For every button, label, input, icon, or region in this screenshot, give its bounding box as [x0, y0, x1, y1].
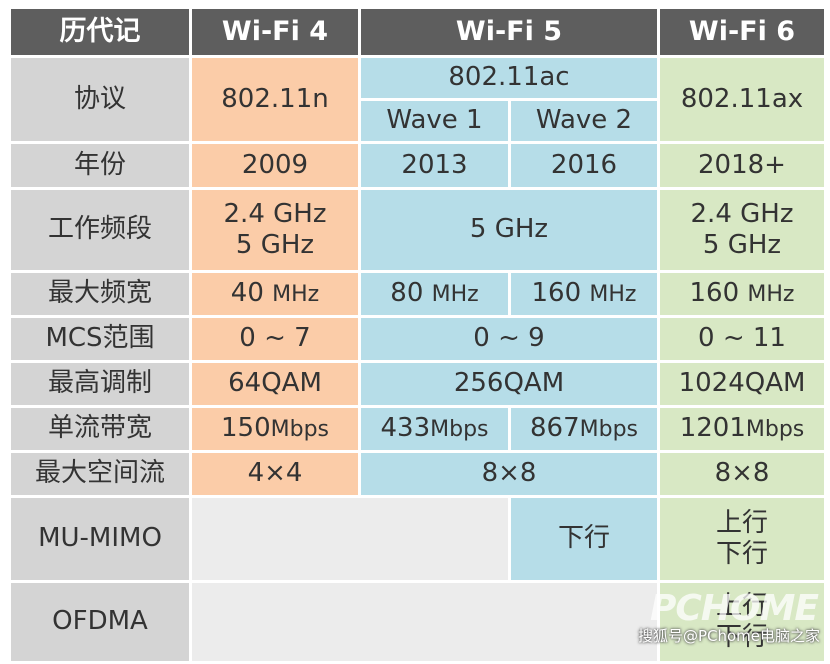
mumimo-empty: [192, 498, 508, 580]
mumimo-wifi6-down: 下行: [715, 539, 768, 569]
bandwidth-unit: MHz: [747, 282, 795, 308]
band-label: 工作频段: [11, 190, 189, 270]
bandwidth-wave2: 160 MHz: [511, 273, 657, 315]
stream-rate-wifi6-value: 1201: [679, 413, 746, 444]
stream-rate-wave2-value: 867: [529, 413, 580, 444]
stream-rate-wifi4-value: 150: [220, 413, 271, 444]
mcs-wifi4: 0 ~ 7: [192, 318, 358, 360]
band-wifi4: 2.4 GHz 5 GHz: [192, 190, 358, 270]
protocol-wave1: Wave 1: [361, 101, 508, 141]
stream-rate-wave2: 867Mbps: [511, 408, 657, 450]
bandwidth-unit: MHz: [431, 282, 479, 308]
header-generation: 历代记: [11, 9, 189, 55]
bandwidth-wifi4: 40 MHz: [192, 273, 358, 315]
modulation-wifi4: 64QAM: [192, 363, 358, 405]
year-row: 年份 2009 2013 2016 2018+: [11, 144, 824, 187]
spatial-label: 最大空间流: [11, 453, 189, 495]
header-wifi4: Wi-Fi 4: [192, 9, 358, 55]
stream-rate-unit: Mbps: [270, 417, 329, 443]
year-wifi6: 2018+: [660, 144, 824, 187]
mumimo-wave2: 下行: [511, 498, 657, 580]
protocol-wifi5: 802.11ac: [361, 58, 657, 98]
mcs-wifi6: 0 ~ 11: [660, 318, 824, 360]
ofdma-empty: [192, 583, 657, 661]
modulation-wifi5: 256QAM: [361, 363, 657, 405]
modulation-label: 最高调制: [11, 363, 189, 405]
spatial-wifi4: 4×4: [192, 453, 358, 495]
year-wave2: 2016: [511, 144, 657, 187]
bandwidth-unit: MHz: [589, 282, 637, 308]
stream-rate-unit: Mbps: [745, 417, 805, 443]
mumimo-label: MU-MIMO: [11, 498, 189, 580]
band-row: 工作频段 2.4 GHz 5 GHz 5 GHz 2.4 GHz 5 GHz: [11, 190, 824, 270]
band-wifi6-5: 5 GHz: [702, 230, 782, 260]
wifi-comparison-table: 历代记 Wi-Fi 4 Wi-Fi 5 Wi-Fi 6 协议 802.11n 8…: [8, 6, 827, 664]
protocol-wave2: Wave 2: [511, 101, 657, 141]
bandwidth-unit: MHz: [272, 282, 320, 308]
band-wifi6-24: 2.4 GHz: [690, 198, 794, 229]
spatial-wifi6: 8×8: [660, 453, 824, 495]
band-wifi4-24: 2.4 GHz: [223, 198, 327, 229]
bandwidth-wave2-value: 160: [531, 278, 582, 309]
ofdma-label: OFDMA: [11, 583, 189, 661]
band-wifi6: 2.4 GHz 5 GHz: [660, 190, 824, 270]
protocol-row: 协议 802.11n 802.11ac 802.11ax: [11, 58, 824, 141]
ofdma-wifi6-down: 下行: [715, 622, 768, 652]
protocol-wave-row: Wave 1 Wave 2: [11, 101, 824, 141]
stream-rate-row: 单流带宽 150Mbps 433Mbps 867Mbps 1201Mbps: [11, 408, 824, 450]
band-wifi5: 5 GHz: [361, 190, 657, 270]
bandwidth-wifi4-value: 40: [230, 278, 264, 309]
band-wifi4-5: 5 GHz: [235, 230, 315, 260]
stream-rate-unit: Mbps: [430, 417, 489, 443]
pchome-watermark-logo: PCHOME: [650, 588, 819, 629]
sohu-watermark-text: 搜狐号@PChome电脑之家: [637, 627, 820, 645]
mcs-row: MCS范围 0 ~ 7 0 ~ 9 0 ~ 11: [11, 318, 824, 360]
year-label: 年份: [11, 144, 189, 187]
stream-rate-wave1: 433Mbps: [361, 408, 508, 450]
year-wave1: 2013: [361, 144, 508, 187]
protocol-wifi4: 802.11n: [192, 58, 358, 141]
modulation-wifi6: 1024QAM: [660, 363, 824, 405]
mcs-wifi5: 0 ~ 9: [361, 318, 657, 360]
header-wifi6: Wi-Fi 6: [660, 9, 824, 55]
ofdma-row: OFDMA 上行 下行: [11, 583, 824, 661]
protocol-wifi6: 802.11ax: [660, 58, 824, 141]
bandwidth-wave1: 80 MHz: [361, 273, 508, 315]
bandwidth-wifi6: 160 MHz: [660, 273, 824, 315]
mcs-label: MCS范围: [11, 318, 189, 360]
header-wifi5: Wi-Fi 5: [361, 9, 657, 55]
mumimo-wifi6-up: 上行: [715, 507, 768, 538]
bandwidth-label: 最大频宽: [11, 273, 189, 315]
mumimo-wifi6: 上行 下行: [660, 498, 824, 580]
header-row: 历代记 Wi-Fi 4 Wi-Fi 5 Wi-Fi 6: [11, 9, 824, 55]
bandwidth-row: 最大频宽 40 MHz 80 MHz 160 MHz 160 MHz: [11, 273, 824, 315]
stream-rate-wifi4: 150Mbps: [192, 408, 358, 450]
bandwidth-wave1-value: 80: [390, 278, 424, 309]
ofdma-wifi6: 上行 下行: [660, 583, 824, 661]
stream-rate-wave1-value: 433: [380, 413, 431, 444]
bandwidth-wifi6-value: 160: [689, 278, 740, 309]
stream-rate-unit: Mbps: [579, 417, 638, 443]
protocol-label: 协议: [11, 58, 189, 141]
stream-rate-wifi6: 1201Mbps: [660, 408, 824, 450]
ofdma-wifi6-up: 上行: [715, 590, 768, 621]
mumimo-row: MU-MIMO 下行 上行 下行: [11, 498, 824, 580]
spatial-row: 最大空间流 4×4 8×8 8×8: [11, 453, 824, 495]
year-wifi4: 2009: [192, 144, 358, 187]
spatial-wifi5: 8×8: [361, 453, 657, 495]
stream-rate-label: 单流带宽: [11, 408, 189, 450]
modulation-row: 最高调制 64QAM 256QAM 1024QAM: [11, 363, 824, 405]
